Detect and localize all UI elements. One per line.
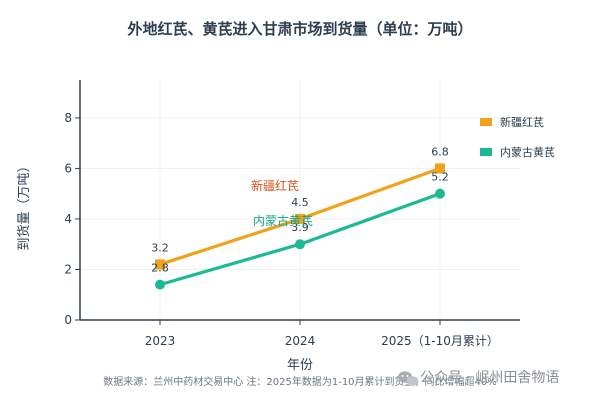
y-tick-label: 8: [64, 111, 72, 125]
series-2: 2.8 3.9 5.2 内蒙古黄芪: [151, 171, 449, 290]
data-point: [155, 279, 165, 290]
data-label: 4.5: [291, 196, 309, 209]
y-tick-label: 0: [64, 313, 72, 327]
y-tick-label: 2: [64, 262, 72, 276]
y-tick-label: 6: [64, 161, 72, 175]
data-label: 3.9: [291, 221, 309, 234]
data-label: 2.8: [151, 262, 169, 275]
data-point: [435, 188, 445, 199]
data-label: 6.8: [431, 145, 449, 158]
legend-label: 内蒙古黄芪: [500, 145, 555, 159]
y-tick-label: 4: [64, 212, 72, 226]
axes: 0 2 4 6 8 2023 2024 2025（1-10月累计）: [64, 80, 520, 348]
data-point: [295, 239, 305, 250]
watermark: 公众号 · 岷州田舍物语: [398, 370, 559, 386]
series-annotation: 新疆红芪: [251, 178, 299, 193]
legend-swatch: [480, 148, 492, 156]
x-tick-label: 2023: [145, 334, 176, 348]
data-label: 3.2: [151, 241, 169, 254]
wechat-icon: [398, 371, 419, 386]
data-point: [155, 259, 165, 270]
data-label: 5.2: [431, 171, 449, 184]
x-tick-label: 2025（1-10月累计）: [381, 334, 499, 348]
data-point: [435, 163, 445, 174]
series-layer: 3.2 4.5 6.8 新疆红芪 2.8 3.9 5.2 内蒙古黄芪: [151, 145, 449, 290]
x-axis-label: 年份: [287, 358, 313, 373]
y-axis-label: 到货量（万吨）: [16, 159, 32, 250]
x-tick-label: 2024: [285, 334, 316, 348]
data-point: [295, 213, 305, 224]
watermark-text: 公众号 · 岷州田舍物语: [420, 370, 559, 386]
chart-title: 外地红芪、黄芪进入甘肃市场到货量（单位：万吨）: [126, 20, 472, 38]
series-annotation: 内蒙古黄芪: [253, 213, 313, 228]
legend-label: 新疆红芪: [500, 115, 544, 129]
series-1: 3.2 4.5 6.8 新疆红芪: [151, 145, 449, 270]
legend-swatch: [480, 118, 492, 126]
